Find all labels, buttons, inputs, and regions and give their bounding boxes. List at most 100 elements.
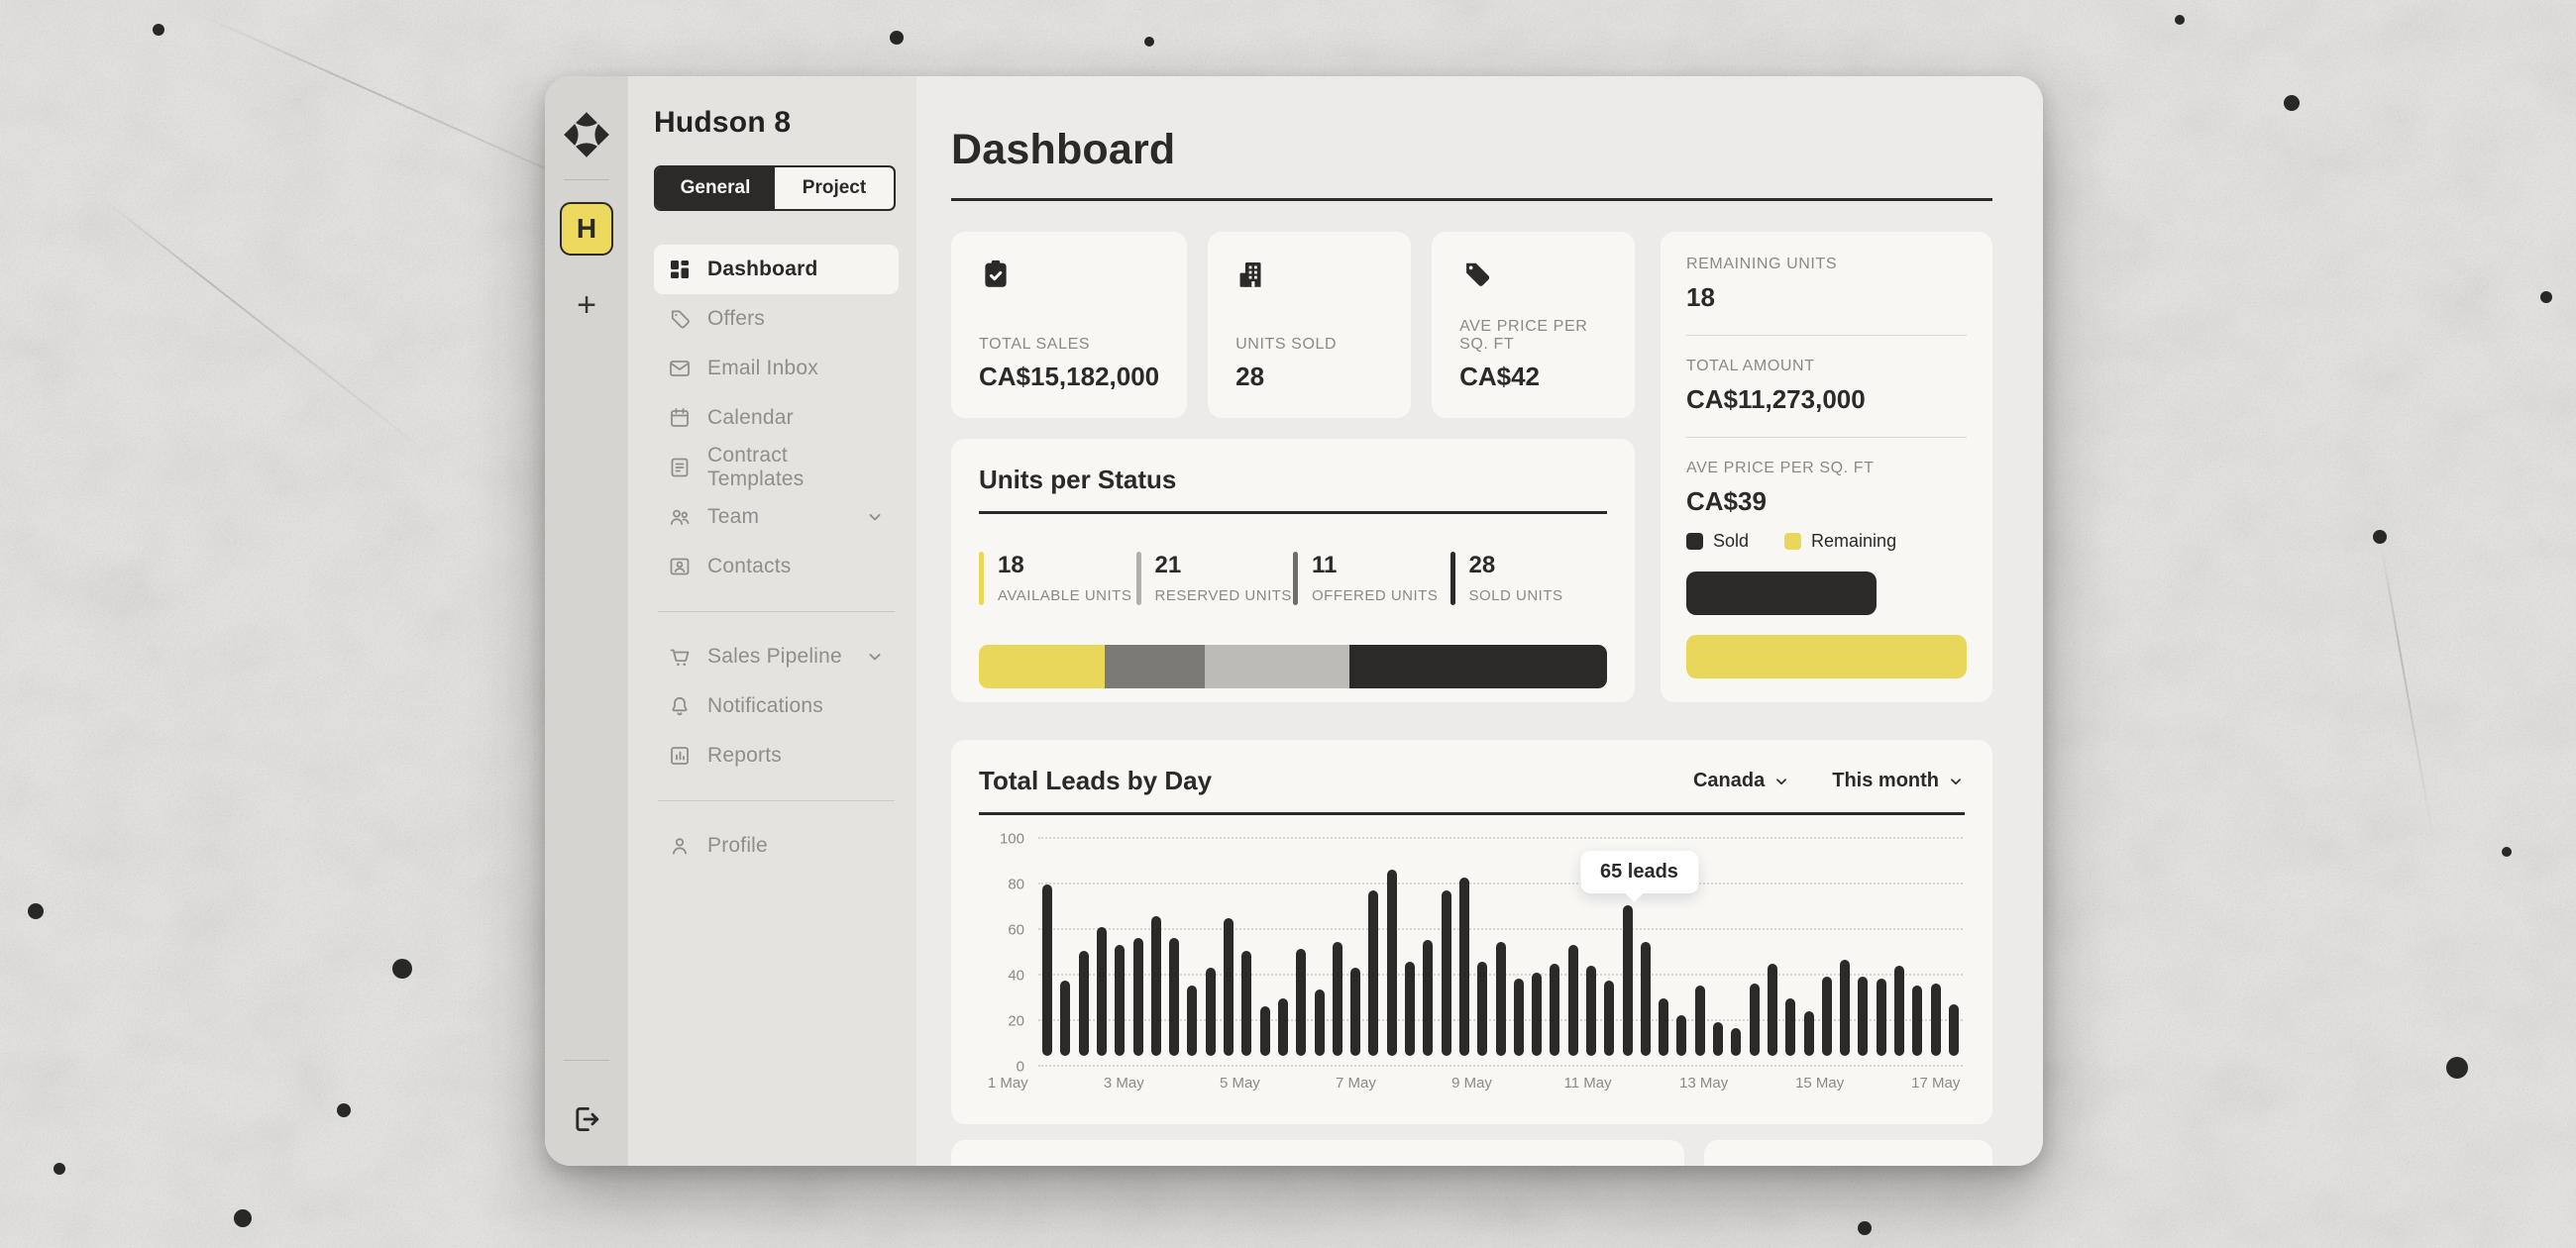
tab-general[interactable]: General — [656, 167, 775, 209]
background-speck — [54, 1163, 65, 1175]
chart-bar[interactable] — [1423, 940, 1434, 1056]
sidebar-item-contract-templates[interactable]: Contract Templates — [654, 443, 899, 492]
chart-bar[interactable] — [1912, 985, 1923, 1056]
sidebar-item-sales-pipeline[interactable]: Sales Pipeline — [654, 632, 899, 681]
sidebar-item-label: Contacts — [707, 555, 792, 577]
chart-bar[interactable] — [1930, 983, 1941, 1056]
chart-bar[interactable] — [1803, 1010, 1814, 1056]
chart-bar[interactable] — [1187, 985, 1198, 1056]
chart-bar[interactable] — [1205, 968, 1216, 1056]
y-axis-label: 40 — [1008, 967, 1024, 984]
sidebar-item-profile[interactable]: Profile — [654, 821, 899, 871]
sidebar-item-offers[interactable]: Offers — [654, 294, 899, 344]
chart-bar[interactable] — [1060, 981, 1071, 1056]
chart-bar[interactable] — [1640, 942, 1651, 1056]
stacked-bar-segment — [979, 644, 1105, 688]
chart-bar[interactable] — [1785, 997, 1796, 1056]
x-axis-label: 17 May — [1911, 1074, 1961, 1092]
stat-card-ave-price-per-sq-ft: AVE PRICE PER SQ. FT CA$42 — [1432, 232, 1635, 418]
chart-bar[interactable] — [1241, 951, 1252, 1056]
status-color-tick — [1293, 551, 1298, 605]
icon-rail: H + — [545, 76, 628, 1166]
chart-bar[interactable] — [1296, 948, 1307, 1056]
chart-bar[interactable] — [1858, 977, 1869, 1056]
chart-bar[interactable] — [1405, 961, 1416, 1056]
status-value: 28 — [1468, 551, 1496, 578]
chart-bar[interactable] — [1441, 890, 1451, 1056]
chart-bar[interactable] — [1259, 1006, 1270, 1056]
workspace-h-button[interactable]: H — [560, 202, 613, 256]
chart-bar[interactable] — [1567, 944, 1578, 1056]
chart-bar[interactable] — [1731, 1028, 1742, 1056]
chart-bar[interactable] — [1767, 964, 1777, 1056]
status-stat-offered-units: 11 OFFERED UNITS — [1293, 551, 1450, 605]
chart-bar[interactable] — [1097, 927, 1108, 1056]
chart-bar[interactable] — [1332, 942, 1342, 1056]
status-color-tick — [979, 551, 984, 605]
status-color-tick — [1135, 551, 1141, 605]
rail-divider — [564, 179, 609, 180]
chart-bar[interactable] — [1224, 918, 1234, 1056]
sidebar-item-calendar[interactable]: Calendar — [654, 393, 899, 443]
tab-project[interactable]: Project — [802, 177, 867, 198]
gridline-y60: 60 — [1008, 921, 1963, 938]
chart-bar[interactable] — [1694, 985, 1705, 1056]
chart-bar[interactable] — [1876, 979, 1886, 1056]
bell-icon — [668, 694, 692, 718]
chart-bar[interactable] — [1604, 981, 1615, 1056]
sidebar-nav: Dashboard Offers Email Inbox Calendar Contra… — [654, 245, 899, 871]
stat-value: CA$15,182,000 — [979, 362, 1160, 391]
chart-bar[interactable] — [1132, 938, 1143, 1056]
legend-item-sold: Sold — [1686, 531, 1749, 552]
chart-bar[interactable] — [1314, 989, 1325, 1056]
logout-button[interactable] — [570, 1102, 603, 1136]
chart-bar[interactable] — [1676, 1015, 1687, 1056]
chart-bar[interactable] — [1150, 916, 1161, 1056]
chart-bar[interactable] — [1042, 884, 1053, 1056]
chart-bar[interactable] — [1585, 966, 1596, 1056]
chart-bar[interactable] — [1277, 997, 1288, 1056]
sidebar-item-notifications[interactable]: Notifications — [654, 681, 899, 731]
units-status-stats: 18 AVAILABLE UNITS 21 RESERVED UNITS 11 OFFER… — [979, 551, 1607, 605]
filter-dropdown-this-month[interactable]: This month — [1832, 770, 1965, 792]
chart-bar[interactable] — [1115, 944, 1126, 1056]
chart-bar[interactable] — [1458, 878, 1469, 1056]
chart-bar[interactable] — [1749, 983, 1760, 1056]
chart-bar[interactable] — [1948, 1004, 1959, 1056]
chart-bar[interactable] — [1495, 942, 1506, 1056]
partial-card — [1704, 1139, 1992, 1166]
chart-bar[interactable] — [1840, 959, 1851, 1056]
filter-dropdown-canada[interactable]: Canada — [1693, 770, 1790, 792]
chart-bar[interactable] — [1713, 1021, 1724, 1056]
sidebar-item-reports[interactable]: Reports — [654, 731, 899, 780]
chart-bar[interactable] — [1821, 977, 1832, 1056]
card-rule — [979, 812, 1965, 815]
page-title: Dashboard — [951, 126, 1176, 173]
sidebar-item-team[interactable]: Team — [654, 492, 899, 542]
chart-bar[interactable] — [1386, 869, 1397, 1056]
chart-bar[interactable] — [1550, 964, 1560, 1056]
background-speck — [2175, 15, 2185, 25]
chart-bar[interactable] — [1532, 972, 1543, 1056]
add-workspace-button[interactable]: + — [567, 285, 606, 325]
sidebar-item-email-inbox[interactable]: Email Inbox — [654, 344, 899, 393]
status-label: OFFERED UNITS — [1312, 586, 1439, 604]
chart-bar[interactable] — [1368, 890, 1379, 1056]
chart-bar[interactable] — [1350, 968, 1361, 1056]
sidebar-divider — [658, 611, 895, 612]
chart-bar[interactable] — [1078, 951, 1089, 1056]
sidebar-item-contacts[interactable]: Contacts — [654, 542, 899, 591]
chart-bar[interactable] — [1169, 938, 1180, 1056]
sidebar-item-dashboard[interactable]: Dashboard — [654, 245, 899, 294]
chart-bar[interactable] — [1893, 966, 1904, 1056]
building-icon — [1235, 258, 1269, 291]
chart-bar[interactable] — [1513, 979, 1524, 1056]
chart-bar[interactable] — [1622, 905, 1633, 1056]
remaining-bar — [1686, 635, 1967, 678]
summary-label: REMAINING UNITS — [1686, 256, 1838, 272]
logout-icon — [576, 1106, 599, 1132]
y-axis-label: 0 — [1016, 1058, 1024, 1075]
chart-bar[interactable] — [1659, 997, 1669, 1056]
chart-bar[interactable] — [1477, 961, 1488, 1056]
sidebar-tabs: General Project — [654, 165, 896, 211]
